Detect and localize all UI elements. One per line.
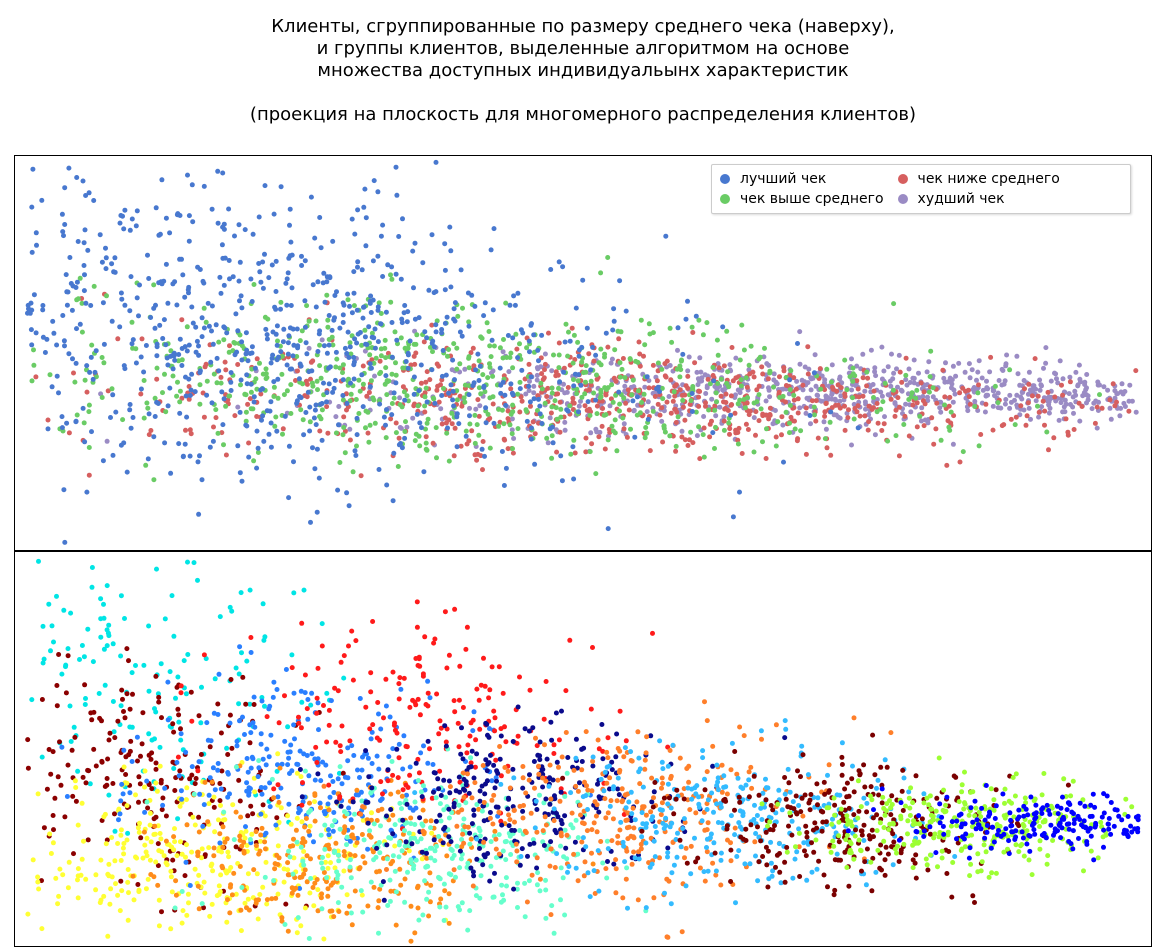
bottom-scatter-svg bbox=[15, 552, 1151, 946]
scatter-series bbox=[25, 160, 861, 545]
scatter-series bbox=[29, 559, 346, 836]
legend-column: лучший чек чек выше среднего bbox=[720, 169, 884, 209]
legend-item: чек выше среднего bbox=[720, 189, 884, 209]
chart-title-line bbox=[0, 82, 1166, 104]
chart-title-line: (проекция на плоскость для многомерного … bbox=[0, 104, 1166, 126]
legend: лучший чек чек выше среднего чек ниже сред… bbox=[711, 164, 1131, 214]
chart-title-line: и группы клиентов, выделенные алгоритмом… bbox=[0, 38, 1166, 60]
legend-label: чек выше среднего bbox=[740, 191, 884, 207]
legend-marker-icon bbox=[720, 174, 730, 184]
legend-marker-icon bbox=[720, 194, 730, 204]
legend-label: худший чек bbox=[918, 191, 1005, 207]
top-scatter-svg bbox=[15, 156, 1151, 550]
bottom-scatter-panel bbox=[14, 551, 1152, 947]
legend-item: чек ниже среднего bbox=[898, 169, 1060, 189]
legend-column: чек ниже среднего худший чек bbox=[898, 169, 1060, 209]
chart-title-line: множества доступных индивидуальынх харак… bbox=[0, 60, 1166, 82]
legend-item: худший чек bbox=[898, 189, 1060, 209]
legend-item: лучший чек bbox=[720, 169, 884, 189]
legend-label: чек ниже среднего bbox=[918, 171, 1060, 187]
chart-title: Клиенты, сгруппированные по размеру сред… bbox=[0, 16, 1166, 126]
legend-marker-icon bbox=[898, 194, 908, 204]
chart-title-line: Клиенты, сгруппированные по размеру сред… bbox=[0, 16, 1166, 38]
legend-label: лучший чек bbox=[740, 171, 826, 187]
legend-marker-icon bbox=[898, 174, 908, 184]
figure: Клиенты, сгруппированные по размеру сред… bbox=[0, 0, 1166, 951]
top-scatter-panel: лучший чек чек выше среднего чек ниже сред… bbox=[14, 155, 1152, 551]
